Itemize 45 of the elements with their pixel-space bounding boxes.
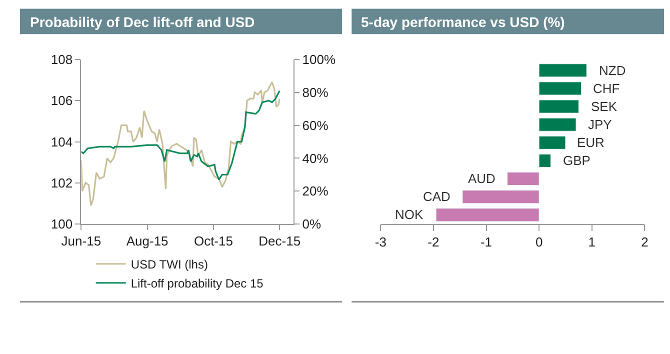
y-tick-label: SEK xyxy=(591,99,618,114)
x-tick-label: Dec-15 xyxy=(258,234,301,249)
y-tick-label: NOK xyxy=(395,207,424,222)
y-tick-label: 108 xyxy=(50,52,73,68)
chart-title: 5-day performance vs USD (%) xyxy=(361,14,565,30)
bar xyxy=(538,154,551,168)
y2-tick-label: 80% xyxy=(302,84,329,100)
y-tick-label: 102 xyxy=(50,175,73,190)
legend-label: USD TWI (lhs) xyxy=(130,258,208,272)
legend-label: Lift-off probability Dec 15 xyxy=(130,276,264,291)
chart-title: Probability of Dec lift-off and USD xyxy=(30,14,255,30)
y-tick-label: JPY xyxy=(588,117,612,132)
x-tick-label: 0 xyxy=(535,234,543,250)
y-tick-label: NZD xyxy=(599,63,626,78)
bar xyxy=(436,208,540,222)
x-tick-label: Jun-15 xyxy=(61,234,102,249)
y-tick-label: CAD xyxy=(423,189,450,204)
bar xyxy=(538,64,587,78)
y-tick-label: 100 xyxy=(50,216,73,232)
x-tick-label: 2 xyxy=(641,234,648,250)
x-tick-label: -1 xyxy=(480,234,492,250)
y2-tick-label: 20% xyxy=(302,184,329,199)
bar xyxy=(538,82,582,96)
bar xyxy=(538,100,579,114)
y2-tick-label: 40% xyxy=(302,150,329,166)
x-tick-label: Aug-15 xyxy=(126,234,168,249)
bar xyxy=(538,118,576,132)
y-tick-label: CHF xyxy=(593,81,620,96)
x-tick-label: -2 xyxy=(428,234,440,250)
x-tick-label: 1 xyxy=(588,234,596,250)
y2-tick-label: 0% xyxy=(302,216,322,232)
bar xyxy=(538,136,566,150)
y-tick-label: AUD xyxy=(468,171,496,186)
y-tick-label: EUR xyxy=(577,135,604,150)
x-tick-label: Oct-15 xyxy=(194,234,233,249)
y-tick-label: GBP xyxy=(563,153,590,168)
x-tick-label: -3 xyxy=(374,234,386,250)
y-tick-label: 104 xyxy=(50,134,73,150)
bar xyxy=(462,190,540,204)
bar xyxy=(507,172,540,186)
y2-tick-label: 60% xyxy=(302,118,329,133)
y-tick-label: 106 xyxy=(50,93,73,108)
line-series xyxy=(81,81,280,206)
y2-tick-label: 100% xyxy=(302,52,336,68)
line-series xyxy=(81,90,280,180)
